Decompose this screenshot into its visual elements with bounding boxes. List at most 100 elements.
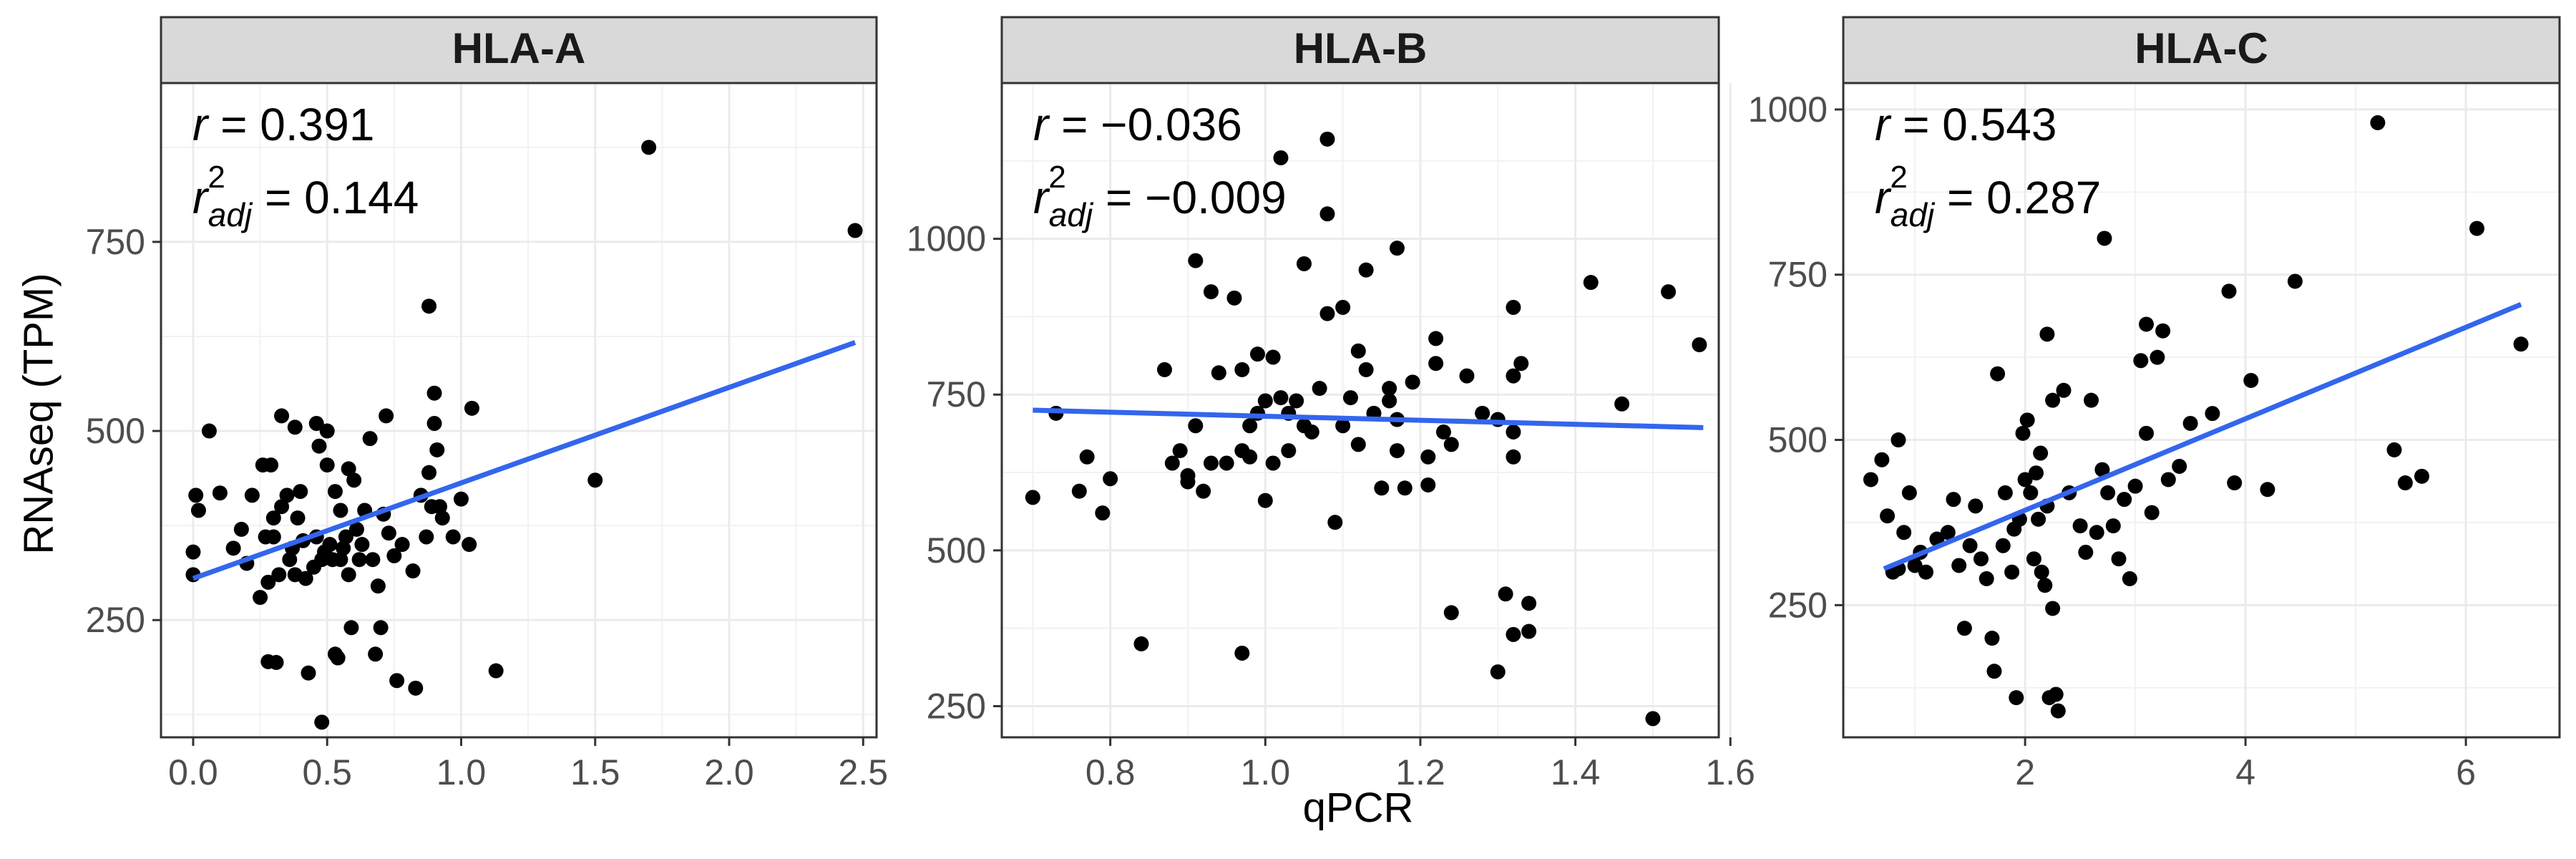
- data-point: [1319, 306, 1335, 321]
- data-point: [2072, 518, 2088, 534]
- data-point: [287, 419, 303, 435]
- data-point: [1273, 150, 1289, 165]
- data-point: [2031, 511, 2046, 527]
- data-point: [338, 529, 353, 545]
- panel-border: [1000, 82, 1720, 739]
- r-value: = 0.543: [1890, 99, 2057, 150]
- data-point: [1273, 390, 1289, 406]
- data-point: [351, 552, 367, 568]
- data-point: [1389, 241, 1405, 256]
- data-point: [1498, 586, 1513, 602]
- x-tick-label: 2.0: [704, 752, 754, 792]
- data-point: [405, 563, 421, 579]
- data-point: [1995, 538, 2011, 553]
- x-tick-label: 1.2: [1395, 752, 1445, 792]
- data-point: [2150, 349, 2165, 365]
- data-point: [1188, 253, 1204, 268]
- data-point: [260, 574, 276, 590]
- data-point: [327, 484, 343, 500]
- data-point: [1095, 505, 1111, 521]
- data-point: [429, 442, 445, 457]
- data-point: [421, 465, 437, 480]
- data-point: [1211, 365, 1226, 381]
- data-point: [1203, 284, 1219, 300]
- data-point: [1327, 515, 1343, 530]
- data-point: [1335, 299, 1351, 315]
- data-point: [1242, 449, 1258, 465]
- data-point: [311, 438, 327, 454]
- data-point: [362, 431, 378, 447]
- y-tick-label: 500: [86, 411, 145, 451]
- data-point: [1180, 467, 1196, 483]
- data-point: [1164, 455, 1180, 471]
- data-point: [268, 654, 284, 670]
- r2-symbol: r: [192, 172, 210, 223]
- y-tick-label: 1000: [1748, 89, 1828, 130]
- data-point: [1951, 558, 1967, 573]
- data-point: [348, 521, 364, 537]
- data-point: [1382, 393, 1397, 409]
- data-point: [1312, 381, 1327, 397]
- data-point: [274, 408, 290, 424]
- data-point: [2155, 323, 2171, 339]
- x-tick-label: 4: [2235, 752, 2255, 792]
- data-point: [265, 529, 281, 545]
- data-point: [2397, 475, 2413, 491]
- data-point: [2045, 392, 2061, 408]
- r-symbol: r: [192, 99, 210, 150]
- data-point: [641, 140, 657, 155]
- data-point: [2089, 525, 2104, 540]
- correlation-r-label: r = 0.543: [1875, 99, 2057, 150]
- data-point: [333, 503, 348, 518]
- r2-value: = 0.144: [252, 172, 419, 223]
- data-point: [2386, 442, 2402, 457]
- adjusted-r2-label: r2 adj = 0.144: [192, 160, 419, 233]
- data-point: [293, 484, 308, 500]
- data-point: [2513, 336, 2529, 352]
- adjusted-r2-label: r2 adj = 0.287: [1875, 160, 2101, 233]
- x-tick-label: 2.5: [839, 752, 889, 792]
- y-tick-label: 750: [927, 374, 986, 414]
- data-point: [190, 503, 206, 518]
- data-point: [341, 461, 356, 477]
- y-tick-label: 250: [86, 600, 145, 640]
- points-layer: [1863, 115, 2529, 719]
- r2-superscript: 2: [1048, 160, 1065, 195]
- data-point: [322, 537, 338, 553]
- data-point: [2117, 492, 2132, 508]
- data-point: [2160, 472, 2176, 487]
- data-point: [314, 714, 330, 730]
- data-point: [1304, 424, 1319, 440]
- data-point: [1350, 343, 1366, 359]
- y-axis-title: RNAseq (TPM): [15, 273, 62, 554]
- data-point: [346, 472, 362, 488]
- data-point: [1397, 480, 1413, 496]
- data-point: [2221, 283, 2237, 299]
- data-point: [1265, 455, 1281, 471]
- data-point: [2029, 465, 2044, 481]
- data-point: [2050, 703, 2066, 719]
- data-point: [1420, 477, 1436, 492]
- data-point: [1188, 418, 1204, 434]
- x-tick-label: 1.6: [1705, 752, 1755, 792]
- data-point: [274, 499, 290, 515]
- panel-hla-b: HLA-B 0.8 1.0 1.2 1.4 1.6 250 500 750 1000 r = −0.…: [907, 16, 1755, 792]
- data-point: [1874, 452, 1890, 467]
- y-tick-label: 250: [1768, 585, 1828, 625]
- data-point: [1358, 262, 1374, 278]
- data-point: [1342, 390, 1358, 406]
- data-point: [2009, 690, 2024, 706]
- data-point: [1645, 711, 1661, 727]
- x-tick-label: 0.0: [168, 752, 218, 792]
- x-tick-label: 1.0: [1241, 752, 1291, 792]
- x-tick-label: 1.4: [1551, 752, 1601, 792]
- data-point: [2019, 412, 2035, 428]
- data-point: [1234, 645, 1250, 661]
- data-point: [847, 223, 863, 238]
- facet-strip: [1842, 16, 2561, 84]
- data-point: [1974, 551, 1989, 567]
- data-point: [370, 578, 386, 594]
- data-point: [1521, 623, 1537, 639]
